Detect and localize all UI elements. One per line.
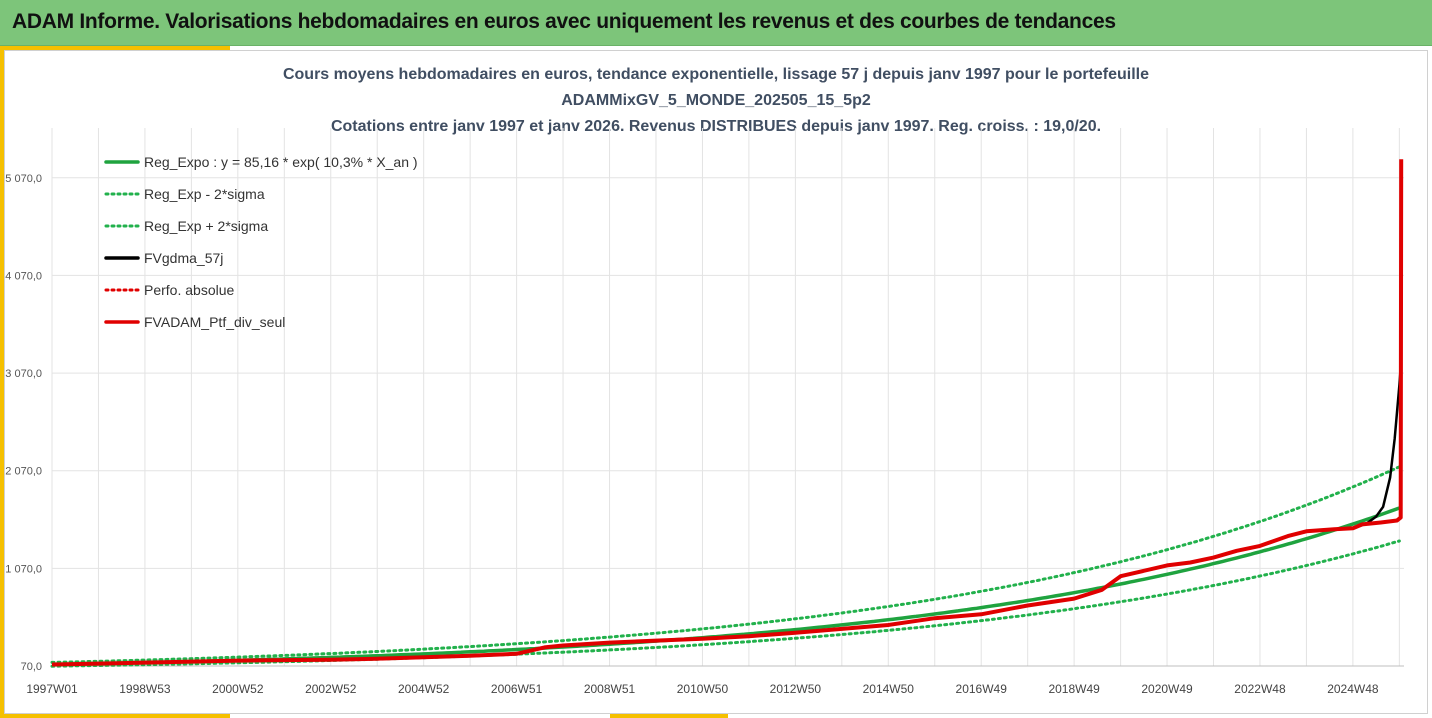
y-tick-label: 2 070,0 bbox=[5, 466, 42, 478]
accent-bar-bottom-left bbox=[0, 714, 230, 718]
y-tick-label: 5 070,0 bbox=[5, 173, 42, 185]
x-tick-label: 2010W50 bbox=[677, 682, 729, 696]
chart-title-line-3: Cotations entre janv 1997 et janv 2026. … bbox=[330, 118, 1102, 135]
accent-bar-bottom-mid bbox=[610, 714, 728, 718]
page-title: ADAM Informe. Valorisations hebdomadaire… bbox=[12, 10, 1116, 33]
x-tick-label: 2018W49 bbox=[1048, 682, 1100, 696]
x-tick-label: 2000W52 bbox=[212, 682, 264, 696]
chart-frame bbox=[4, 50, 1428, 714]
series-fvadam-ptf-div-seul bbox=[51, 159, 1404, 667]
legend: Reg_Expo : y = 85,16 * exp( 10,3% * X_an… bbox=[104, 154, 418, 330]
x-tick-label: 2012W50 bbox=[770, 682, 822, 696]
series-reg-plus-2sigma bbox=[50, 465, 1401, 664]
y-tick-label: 70,0 bbox=[21, 661, 42, 673]
x-tick-label: 2024W48 bbox=[1327, 682, 1379, 696]
x-tick-label: 1997W01 bbox=[26, 682, 78, 696]
chart-title-line-2: ADAMMixGV_5_MONDE_202505_15_5p2 bbox=[561, 92, 871, 109]
legend-label: Reg_Expo : y = 85,16 * exp( 10,3% * X_an… bbox=[144, 154, 418, 170]
x-tick-label: 2022W48 bbox=[1234, 682, 1286, 696]
x-tick-label: 2008W51 bbox=[584, 682, 636, 696]
series-layer bbox=[50, 159, 1404, 668]
series-fvgdma-57j bbox=[1352, 360, 1403, 530]
legend-label: Perfo. absolue bbox=[144, 282, 234, 298]
header-bar: ADAM Informe. Valorisations hebdomadaire… bbox=[0, 0, 1432, 46]
accent-bar-left bbox=[0, 46, 4, 718]
x-tick-label: 2016W49 bbox=[956, 682, 1008, 696]
legend-label: FVgdma_57j bbox=[144, 250, 223, 266]
y-tick-label: 1 070,0 bbox=[5, 563, 42, 575]
y-tick-label: 4 070,0 bbox=[5, 270, 42, 282]
x-tick-label: 2004W52 bbox=[398, 682, 450, 696]
y-tick-label: 3 070,0 bbox=[5, 368, 42, 380]
accent-bar-top bbox=[0, 46, 230, 50]
series-reg-expo bbox=[51, 506, 1400, 667]
x-tick-label: 2006W51 bbox=[491, 682, 543, 696]
x-tick-label: 2020W49 bbox=[1141, 682, 1193, 696]
x-tick-label: 2002W52 bbox=[305, 682, 357, 696]
chart-title-line-1: Cours moyens hebdomadaires en euros, ten… bbox=[282, 66, 1150, 83]
legend-label: FVADAM_Ptf_div_seul bbox=[144, 314, 285, 330]
gridlines bbox=[51, 128, 1404, 667]
axis-labels: 70,0 1 070,0 2 070,0 3 070,0 4 070,0 5 070,0 1… bbox=[5, 173, 1379, 696]
x-tick-label: 1998W53 bbox=[119, 682, 171, 696]
x-tick-label: 2014W50 bbox=[863, 682, 915, 696]
legend-label: Reg_Exp - 2*sigma bbox=[144, 186, 265, 202]
legend-label: Reg_Exp + 2*sigma bbox=[144, 218, 268, 234]
